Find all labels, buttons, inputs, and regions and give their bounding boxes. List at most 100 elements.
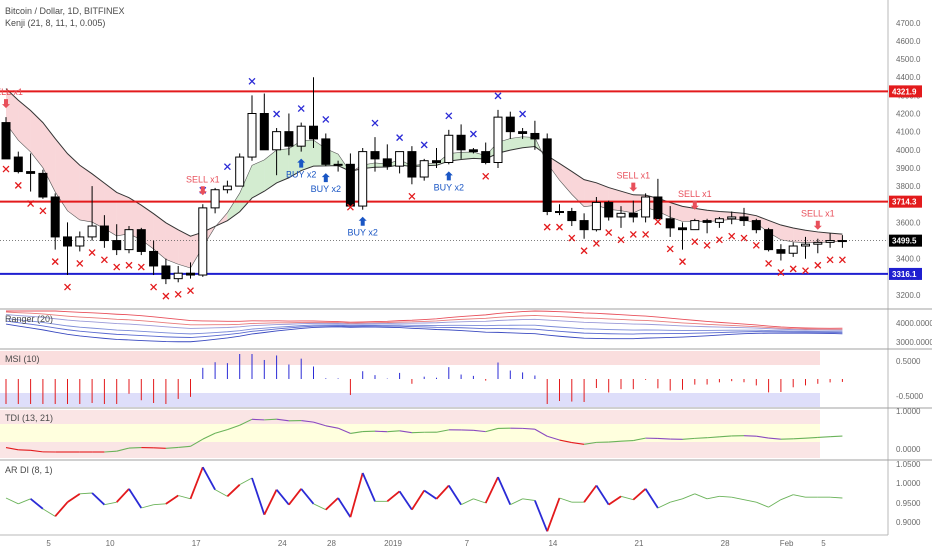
candle-body[interactable] — [136, 229, 146, 252]
candle-body[interactable] — [493, 116, 503, 164]
candle-body[interactable] — [395, 151, 405, 167]
candle-body[interactable] — [628, 212, 638, 218]
indicator-panes[interactable] — [0, 310, 843, 532]
ardi-line — [275, 489, 290, 506]
candle-body[interactable] — [702, 220, 712, 223]
candle-body[interactable] — [555, 211, 564, 214]
candle-body[interactable] — [26, 171, 36, 174]
candle-body[interactable] — [641, 196, 651, 218]
candle-body[interactable] — [309, 125, 318, 140]
ardi-line — [66, 493, 81, 503]
candle-body[interactable] — [87, 225, 97, 238]
candle-body[interactable] — [419, 160, 429, 178]
candle-body[interactable] — [714, 218, 724, 223]
candle-body[interactable] — [210, 189, 220, 209]
candle-body[interactable] — [788, 245, 798, 254]
price-tag — [889, 234, 922, 247]
candle-body[interactable] — [530, 132, 540, 140]
candle-body[interactable] — [678, 227, 687, 231]
candle-body[interactable] — [825, 240, 835, 243]
candle-body[interactable] — [801, 243, 810, 247]
candle-body[interactable] — [813, 241, 823, 245]
candle-body[interactable] — [481, 151, 491, 164]
time-axis-tick: Feb — [780, 539, 794, 548]
x-mark-red — [580, 247, 588, 255]
candle-body[interactable] — [407, 151, 417, 178]
x-mark-red — [826, 256, 834, 264]
candle-body[interactable] — [739, 216, 749, 222]
candle-body[interactable] — [186, 272, 195, 276]
candle-body[interactable] — [370, 151, 380, 160]
time-axis-tick: 5 — [821, 539, 826, 548]
candle-body[interactable] — [173, 272, 183, 280]
ardi-line — [386, 490, 401, 503]
candle-body[interactable] — [13, 156, 23, 173]
candle-body[interactable] — [321, 138, 331, 165]
candle-body[interactable] — [345, 163, 355, 207]
candle-body[interactable] — [75, 236, 85, 247]
candle-body[interactable] — [284, 131, 294, 147]
candle-body[interactable] — [579, 220, 589, 231]
ardi-line — [288, 488, 302, 506]
candle-body[interactable] — [161, 265, 171, 280]
candle-body[interactable] — [690, 220, 700, 231]
chart-title: Bitcoin / Dollar, 1D, BITFINEX — [5, 6, 125, 16]
candle-body[interactable] — [50, 196, 60, 238]
x-mark-red — [137, 263, 145, 271]
candle-body[interactable] — [616, 212, 626, 218]
candle-body[interactable] — [665, 218, 675, 229]
candle-body[interactable] — [333, 163, 343, 166]
candle-body[interactable] — [604, 201, 614, 218]
ardi-line — [793, 494, 806, 498]
candle-body[interactable] — [444, 134, 454, 164]
x-mark-red — [174, 290, 182, 298]
candle-body[interactable] — [235, 156, 245, 187]
tdi-line — [657, 437, 671, 440]
candle-body[interactable] — [764, 229, 774, 251]
price-axis-tick: 4700.0 — [896, 19, 921, 28]
candle-body[interactable] — [727, 216, 737, 220]
x-mark-red — [703, 241, 711, 249]
candle-body[interactable] — [1, 122, 11, 160]
candle-body[interactable] — [124, 229, 134, 251]
ardi-line — [644, 488, 659, 509]
candle-body[interactable] — [358, 151, 368, 207]
candle-body[interactable] — [751, 220, 761, 231]
x-mark-red — [642, 230, 650, 238]
candle-body[interactable] — [382, 158, 392, 167]
candle-body[interactable] — [296, 125, 306, 147]
candle-body[interactable] — [198, 207, 208, 276]
candle-body[interactable] — [112, 240, 122, 251]
candle-body[interactable] — [247, 113, 257, 158]
candle-body[interactable] — [149, 250, 159, 267]
x-mark-blue — [396, 134, 404, 142]
candle-body[interactable] — [222, 185, 232, 191]
main-price-pane[interactable]: SELL x1 SELL x1 BUY x2 BUY x2 BUY x2 BUY x2 SE… — [0, 77, 888, 300]
candle-body[interactable] — [591, 201, 601, 231]
candle-body[interactable] — [272, 131, 282, 151]
ardi-line — [128, 488, 143, 509]
candle-body[interactable] — [653, 196, 663, 220]
candle-body[interactable] — [776, 249, 786, 254]
candle-body[interactable] — [63, 236, 72, 247]
candle-body[interactable] — [38, 172, 48, 198]
kenji-cloud-segment — [301, 140, 314, 171]
kenji-cloud-segment — [510, 136, 523, 151]
ardi-tick: 1.0000 — [896, 479, 921, 488]
candle-body[interactable] — [432, 160, 441, 164]
buy-signal-label: BUY x2 — [348, 228, 378, 238]
tdi-line — [793, 437, 806, 440]
ardi-line — [5, 497, 19, 505]
candle-body[interactable] — [837, 240, 847, 243]
candle-body[interactable] — [99, 225, 109, 242]
candle-body[interactable] — [567, 211, 577, 222]
candle-body[interactable] — [518, 131, 528, 134]
candle-body[interactable] — [542, 138, 552, 213]
ardi-line — [460, 498, 474, 506]
candle-body[interactable] — [505, 116, 515, 133]
candle-body[interactable] — [259, 113, 269, 151]
candle-body[interactable] — [456, 134, 466, 151]
candle-body[interactable] — [468, 149, 478, 153]
buy-arrow-icon — [297, 158, 306, 168]
